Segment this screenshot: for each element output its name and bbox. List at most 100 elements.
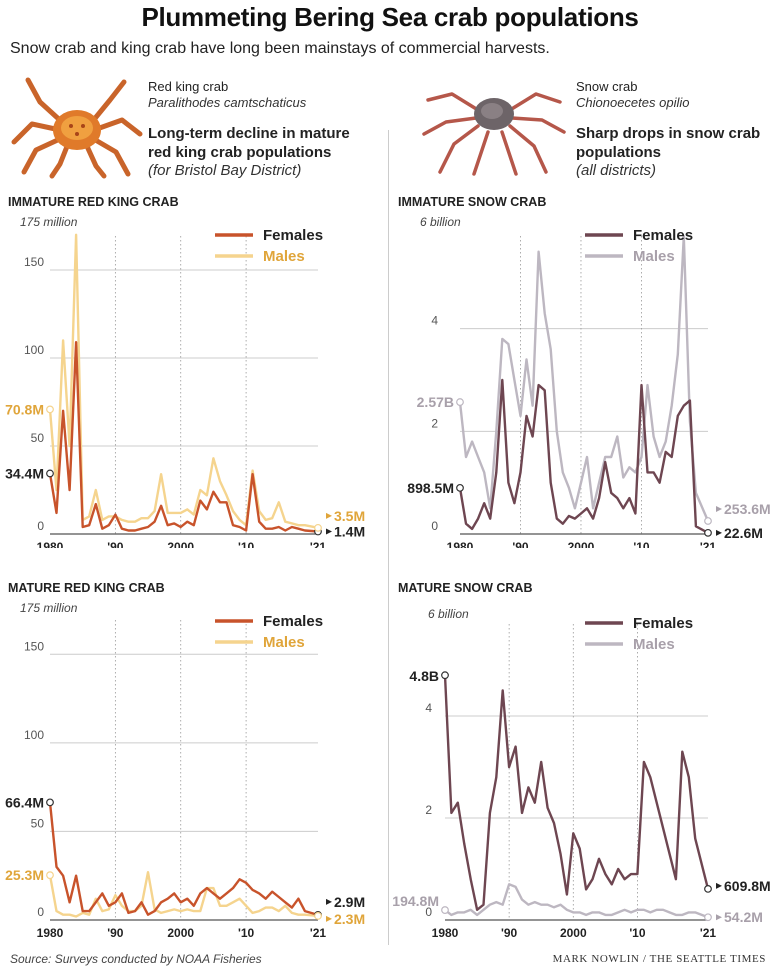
legend-label: Females (263, 227, 323, 244)
y-tick-label: 50 (31, 816, 45, 830)
x-tick-label: 1980 (432, 926, 459, 940)
snow-crab-note: (all districts) (576, 162, 657, 179)
y-tick-label: 50 (31, 431, 45, 445)
snow-crab-illustration (422, 92, 566, 176)
legend-label: Females (633, 615, 693, 632)
x-tick-label: 2000 (560, 926, 587, 940)
x-tick-label: '10 (238, 540, 255, 548)
x-tick-label: '90 (501, 926, 518, 940)
x-tick-label: 1980 (37, 540, 64, 548)
snow-crab-name: Snow crab (576, 79, 638, 94)
page-title: Plummeting Bering Sea crab populations (141, 2, 639, 32)
series-line-females (48, 340, 319, 533)
x-tick-label: 2000 (167, 926, 194, 940)
end-value-label: 609.8M (724, 878, 771, 894)
chart-title: IMMATURE RED KING CRAB (8, 195, 179, 209)
start-value-label: 34.4M (5, 465, 44, 481)
start-value-label: 70.8M (5, 401, 44, 417)
series-line-males (48, 233, 319, 529)
y-tick-label: 150 (24, 639, 44, 653)
start-marker (46, 405, 54, 414)
legend-label: Females (263, 613, 323, 630)
start-value-label: 898.5M (407, 480, 454, 496)
y-tick-label: 150 (24, 255, 44, 269)
y-tick-label: 0 (37, 905, 44, 919)
x-tick-label: '10 (633, 540, 650, 548)
start-marker (441, 906, 449, 914)
end-value-label: 2.9M (334, 894, 365, 910)
page-subtitle: Snow crab and king crab have long been m… (10, 40, 550, 57)
start-marker (46, 469, 54, 478)
end-label-pointer (326, 512, 332, 519)
red-king-crab-note: (for Bristol Bay District) (148, 162, 302, 179)
series-line-females (458, 378, 709, 534)
x-tick-label: 2000 (167, 540, 194, 548)
x-tick-label: 2000 (568, 540, 595, 548)
red-king-crab-illustration (11, 77, 143, 179)
x-tick-label: '21 (310, 540, 327, 548)
end-marker (704, 517, 712, 525)
y-tick-label: 100 (24, 343, 44, 357)
x-tick-label: '90 (512, 540, 529, 548)
end-marker (314, 912, 322, 920)
end-label-pointer (326, 898, 332, 905)
snow-crab-latin: Chionoecetes opilio (576, 95, 690, 110)
end-value-label: 2.3M (334, 911, 365, 927)
y-tick-label: 0 (37, 519, 44, 533)
column-divider (388, 130, 389, 945)
start-value-label: 2.57B (417, 394, 454, 410)
y-tick-label: 4 (425, 701, 432, 715)
y-unit-label: 175 million (20, 215, 78, 229)
chart-mature-red-king-crab: MATURE RED KING CRAB 175 million 0 50 100 150… (5, 581, 365, 940)
legend-label: Males (263, 248, 305, 265)
end-label-pointer (716, 529, 722, 536)
end-marker (704, 528, 712, 537)
legend-label: Males (633, 636, 675, 653)
legend-label: Males (633, 248, 675, 265)
red-king-crab-name: Red king crab (148, 79, 229, 94)
chart-title: IMMATURE SNOW CRAB (398, 195, 546, 209)
snow-crab-headline-2: populations (576, 144, 661, 161)
y-tick-label: 2 (425, 803, 432, 817)
start-marker (456, 398, 464, 406)
x-tick-label: 1980 (37, 926, 64, 940)
x-tick-label: '90 (107, 540, 124, 548)
y-tick-label: 4 (431, 314, 438, 328)
end-value-label: 1.4M (334, 524, 365, 540)
x-tick-label: '21 (700, 540, 717, 548)
series-line-females (443, 675, 710, 911)
start-value-label: 194.8M (392, 893, 439, 909)
end-label-pointer (716, 505, 722, 512)
end-value-label: 54.2M (724, 909, 763, 925)
red-king-crab-headline-2: red king crab populations (148, 144, 332, 161)
y-tick-label: 100 (24, 728, 44, 742)
x-tick-label: '10 (629, 926, 646, 940)
end-value-label: 253.6M (724, 501, 771, 517)
end-marker (314, 523, 322, 532)
start-marker (46, 871, 54, 880)
x-tick-label: '90 (107, 926, 124, 940)
end-value-label: 3.5M (334, 508, 365, 524)
end-marker (704, 885, 712, 893)
legend-label: Females (633, 227, 693, 244)
series-line-females (48, 802, 319, 917)
start-marker (456, 483, 464, 492)
start-value-label: 66.4M (5, 794, 44, 810)
end-label-pointer (326, 528, 332, 535)
chart-immature-snow-crab: IMMATURE SNOW CRAB 6 billion 0 2 4 1980 '90 200… (398, 195, 771, 548)
source-note: Source: Surveys conducted by NOAA Fisher… (10, 952, 262, 966)
end-value-label: 22.6M (724, 525, 763, 541)
end-marker (704, 913, 712, 922)
credit-line: MARK NOWLIN / THE SEATTLE TIMES (552, 953, 766, 965)
y-unit-label: 175 million (20, 601, 78, 615)
y-tick-label: 0 (431, 519, 438, 533)
start-value-label: 4.8B (409, 668, 439, 684)
start-marker (46, 798, 54, 807)
y-unit-label: 6 billion (420, 215, 461, 229)
x-tick-label: 1980 (447, 540, 474, 548)
y-tick-label: 0 (425, 905, 432, 919)
end-label-pointer (326, 915, 332, 922)
y-unit-label: 6 billion (428, 607, 469, 621)
end-label-pointer (716, 914, 722, 921)
snow-crab-headline-1: Sharp drops in snow crab (576, 125, 761, 142)
